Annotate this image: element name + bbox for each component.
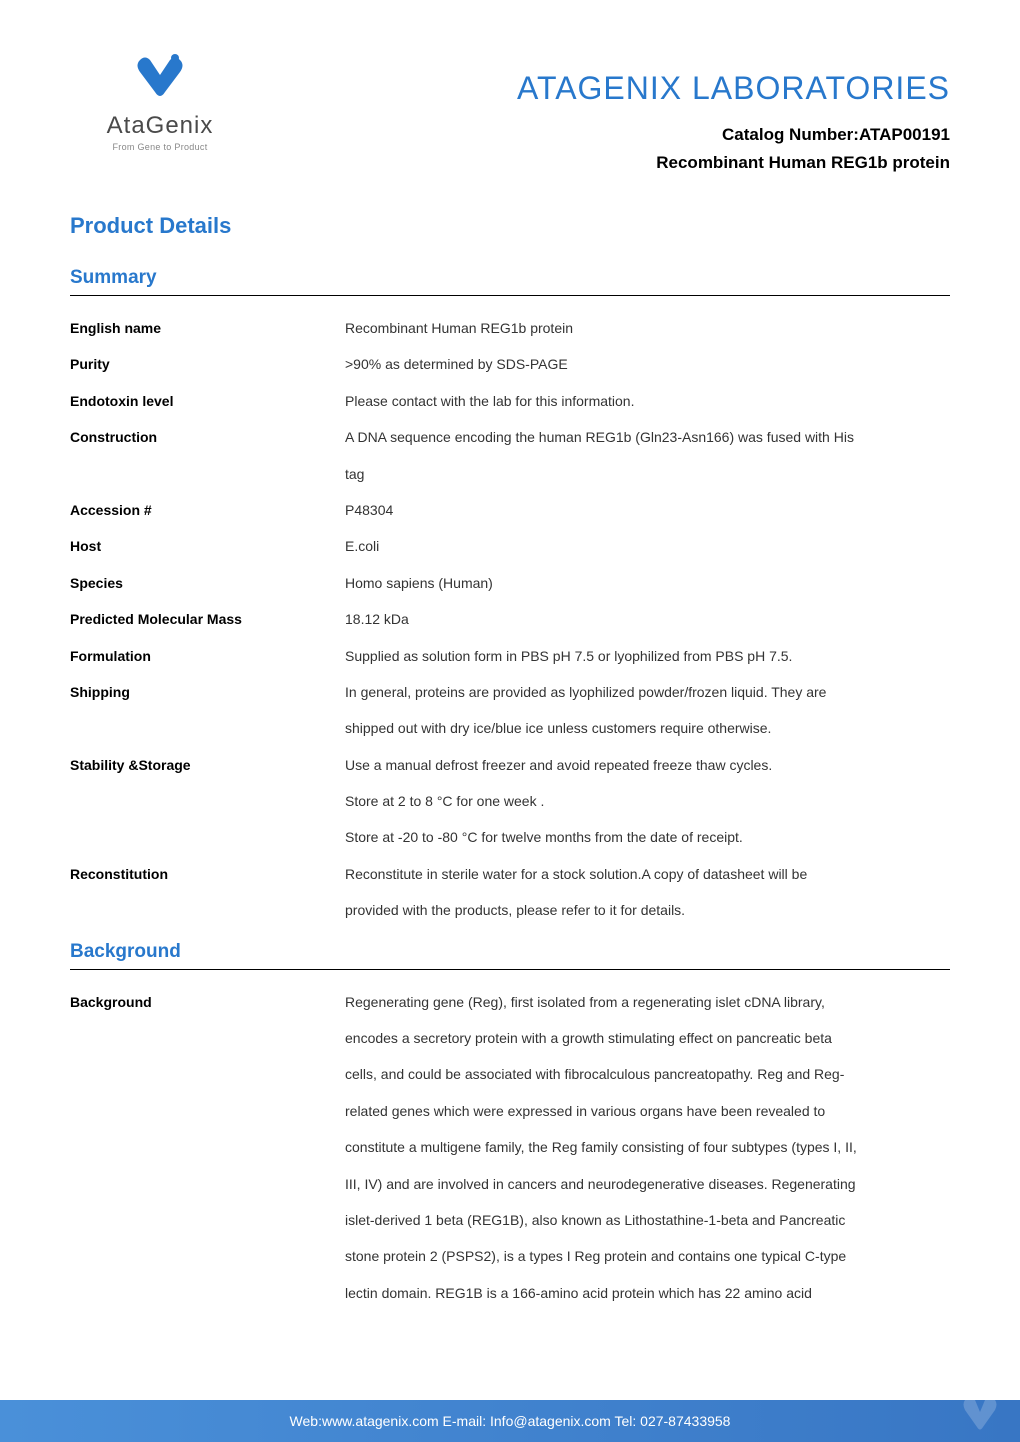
reconstitution-line2: provided with the products, please refer…	[345, 892, 950, 928]
row-background: Background Regenerating gene (Reg), firs…	[70, 984, 950, 1312]
row-construction: Construction A DNA sequence encoding the…	[70, 419, 950, 492]
value-construction: A DNA sequence encoding the human REG1b …	[345, 419, 950, 492]
logo-text: AtaGenix	[107, 112, 214, 140]
label-formulation: Formulation	[70, 638, 345, 674]
product-details-title: Product Details	[70, 213, 950, 239]
value-accession: P48304	[345, 492, 950, 528]
footer-text: Web:www.atagenix.com E-mail: Info@atagen…	[290, 1413, 731, 1429]
background-line5: constitute a multigene family, the Reg f…	[345, 1129, 950, 1165]
background-line2: encodes a secretory protein with a growt…	[345, 1020, 950, 1056]
product-name-header: Recombinant Human REG1b protein	[250, 153, 950, 173]
background-title: Background	[70, 941, 950, 970]
catalog-number: Catalog Number:ATAP00191	[250, 125, 950, 145]
catalog-value: ATAP00191	[859, 125, 950, 144]
logo-tagline: From Gene to Product	[112, 142, 207, 152]
background-line4: related genes which were expressed in va…	[345, 1093, 950, 1129]
label-species: Species	[70, 565, 345, 601]
value-reconstitution: Reconstitute in sterile water for a stoc…	[345, 856, 950, 929]
label-stability: Stability &Storage	[70, 747, 345, 856]
row-species: Species Homo sapiens (Human)	[70, 565, 950, 601]
shipping-line1: In general, proteins are provided as lyo…	[345, 674, 950, 710]
label-predicted-mass: Predicted Molecular Mass	[70, 601, 345, 637]
label-accession: Accession #	[70, 492, 345, 528]
background-line9: lectin domain. REG1B is a 166-amino acid…	[345, 1275, 950, 1311]
construction-line1: A DNA sequence encoding the human REG1b …	[345, 419, 950, 455]
catalog-label: Catalog Number:	[722, 125, 859, 144]
background-line1: Regenerating gene (Reg), first isolated …	[345, 984, 950, 1020]
background-line8: stone protein 2 (PSPS2), is a types I Re…	[345, 1238, 950, 1274]
logo-block: AtaGenix From Gene to Product	[70, 50, 250, 152]
label-host: Host	[70, 528, 345, 564]
company-name: ATAGENIX LABORATORIES	[250, 70, 950, 107]
value-background: Regenerating gene (Reg), first isolated …	[345, 984, 950, 1312]
background-line6: III, IV) and are involved in cancers and…	[345, 1166, 950, 1202]
stability-line3: Store at -20 to -80 °C for twelve months…	[345, 819, 950, 855]
value-english-name: Recombinant Human REG1b protein	[345, 310, 950, 346]
footer-watermark-icon	[950, 1392, 1005, 1437]
label-purity: Purity	[70, 346, 345, 382]
shipping-line2: shipped out with dry ice/blue ice unless…	[345, 710, 950, 746]
page-container: AtaGenix From Gene to Product ATAGENIX L…	[0, 0, 1020, 1400]
background-line3: cells, and could be associated with fibr…	[345, 1056, 950, 1092]
summary-title: Summary	[70, 267, 950, 296]
row-shipping: Shipping In general, proteins are provid…	[70, 674, 950, 747]
header-right: ATAGENIX LABORATORIES Catalog Number:ATA…	[250, 50, 950, 173]
row-endotoxin: Endotoxin level Please contact with the …	[70, 383, 950, 419]
footer: Web:www.atagenix.com E-mail: Info@atagen…	[0, 1400, 1020, 1442]
label-background: Background	[70, 984, 345, 1312]
stability-line2: Store at 2 to 8 °C for one week .	[345, 783, 950, 819]
label-reconstitution: Reconstitution	[70, 856, 345, 929]
label-endotoxin: Endotoxin level	[70, 383, 345, 419]
row-formulation: Formulation Supplied as solution form in…	[70, 638, 950, 674]
background-line7: islet-derived 1 beta (REG1B), also known…	[345, 1202, 950, 1238]
row-accession: Accession # P48304	[70, 492, 950, 528]
value-stability: Use a manual defrost freezer and avoid r…	[345, 747, 950, 856]
value-species: Homo sapiens (Human)	[345, 565, 950, 601]
row-predicted-mass: Predicted Molecular Mass 18.12 kDa	[70, 601, 950, 637]
value-endotoxin: Please contact with the lab for this inf…	[345, 383, 950, 419]
stability-line1: Use a manual defrost freezer and avoid r…	[345, 747, 950, 783]
value-formulation: Supplied as solution form in PBS pH 7.5 …	[345, 638, 950, 674]
row-host: Host E.coli	[70, 528, 950, 564]
value-host: E.coli	[345, 528, 950, 564]
logo-icon	[120, 50, 200, 110]
row-stability: Stability &Storage Use a manual defrost …	[70, 747, 950, 856]
reconstitution-line1: Reconstitute in sterile water for a stoc…	[345, 856, 950, 892]
construction-line2: tag	[345, 456, 950, 492]
value-purity: >90% as determined by SDS-PAGE	[345, 346, 950, 382]
value-shipping: In general, proteins are provided as lyo…	[345, 674, 950, 747]
label-shipping: Shipping	[70, 674, 345, 747]
row-english-name: English name Recombinant Human REG1b pro…	[70, 310, 950, 346]
header: AtaGenix From Gene to Product ATAGENIX L…	[70, 50, 950, 173]
label-construction: Construction	[70, 419, 345, 492]
row-reconstitution: Reconstitution Reconstitute in sterile w…	[70, 856, 950, 929]
value-predicted-mass: 18.12 kDa	[345, 601, 950, 637]
label-english-name: English name	[70, 310, 345, 346]
row-purity: Purity >90% as determined by SDS-PAGE	[70, 346, 950, 382]
